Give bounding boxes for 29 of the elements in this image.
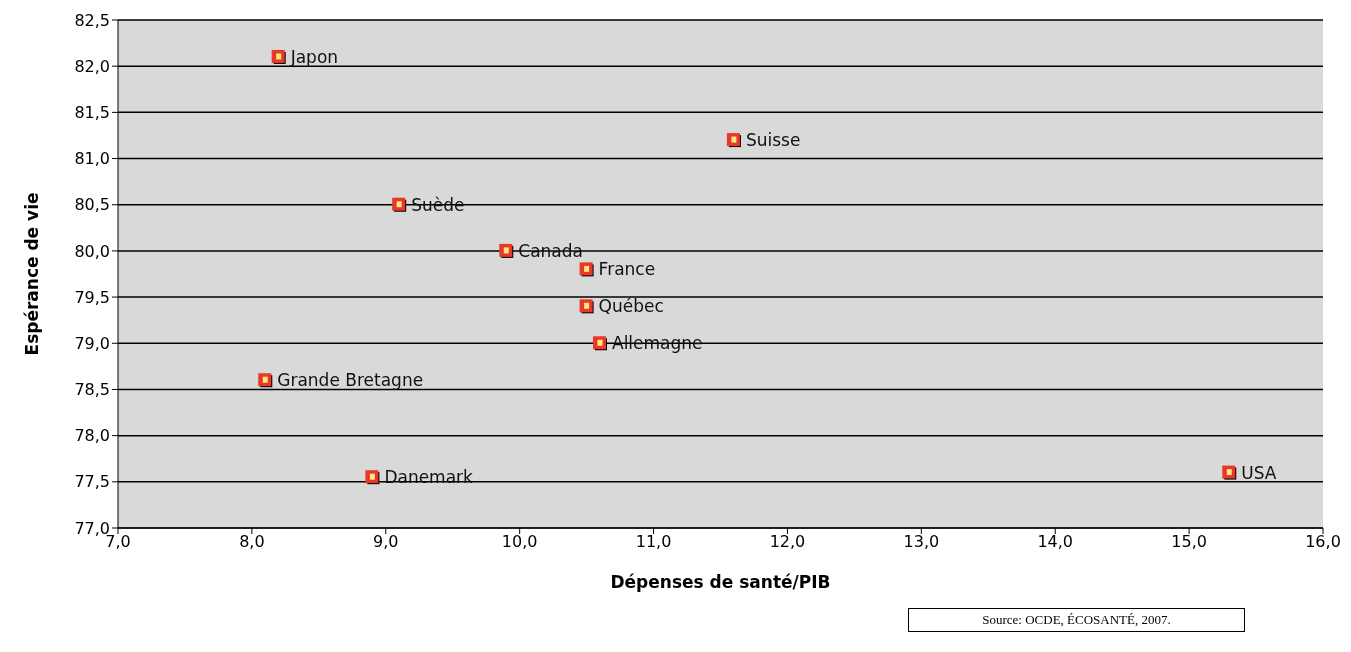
annotation: France bbox=[598, 259, 656, 280]
source-note: Source: OCDE, ÉCOSANTÉ, 2007. bbox=[908, 608, 1245, 632]
y-tick-label: 78,0 bbox=[74, 426, 110, 446]
x-tick-label: 8,0 bbox=[239, 532, 265, 552]
y-axis-title: Espérance de vie bbox=[22, 192, 43, 356]
annotation: USA bbox=[1241, 462, 1277, 483]
x-tick-label: 13,0 bbox=[903, 532, 940, 552]
y-tick-label: 79,5 bbox=[74, 287, 110, 307]
x-tick-label: 16,0 bbox=[1305, 532, 1341, 552]
y-tick-label: 81,5 bbox=[74, 103, 110, 123]
annotation: Québec bbox=[598, 296, 664, 317]
y-tick-label: 80,5 bbox=[74, 195, 110, 215]
x-tick-label: 10,0 bbox=[501, 532, 538, 552]
annotation: Japon bbox=[289, 46, 339, 67]
x-axis-title: Dépenses de santé/PIB bbox=[610, 572, 831, 592]
annotation: Suisse bbox=[745, 130, 801, 151]
x-tick-label: 14,0 bbox=[1037, 532, 1074, 552]
y-tick-label: 81,0 bbox=[74, 149, 110, 169]
x-tick-label: 12,0 bbox=[769, 532, 806, 552]
y-tick-label: 79,0 bbox=[74, 333, 110, 353]
x-tick-label: 15,0 bbox=[1171, 532, 1207, 552]
y-tick-label: 77,5 bbox=[74, 472, 110, 492]
y-tick-label: 80,0 bbox=[74, 241, 110, 261]
x-tick-label: 9,0 bbox=[373, 532, 399, 552]
y-tick-label: 82,0 bbox=[74, 56, 110, 76]
y-tick-label: 78,5 bbox=[74, 380, 110, 400]
annotation: Grande Bretagne bbox=[277, 370, 424, 391]
y-tick-label: 82,5 bbox=[74, 10, 110, 30]
x-tick-label: 11,0 bbox=[635, 532, 672, 552]
